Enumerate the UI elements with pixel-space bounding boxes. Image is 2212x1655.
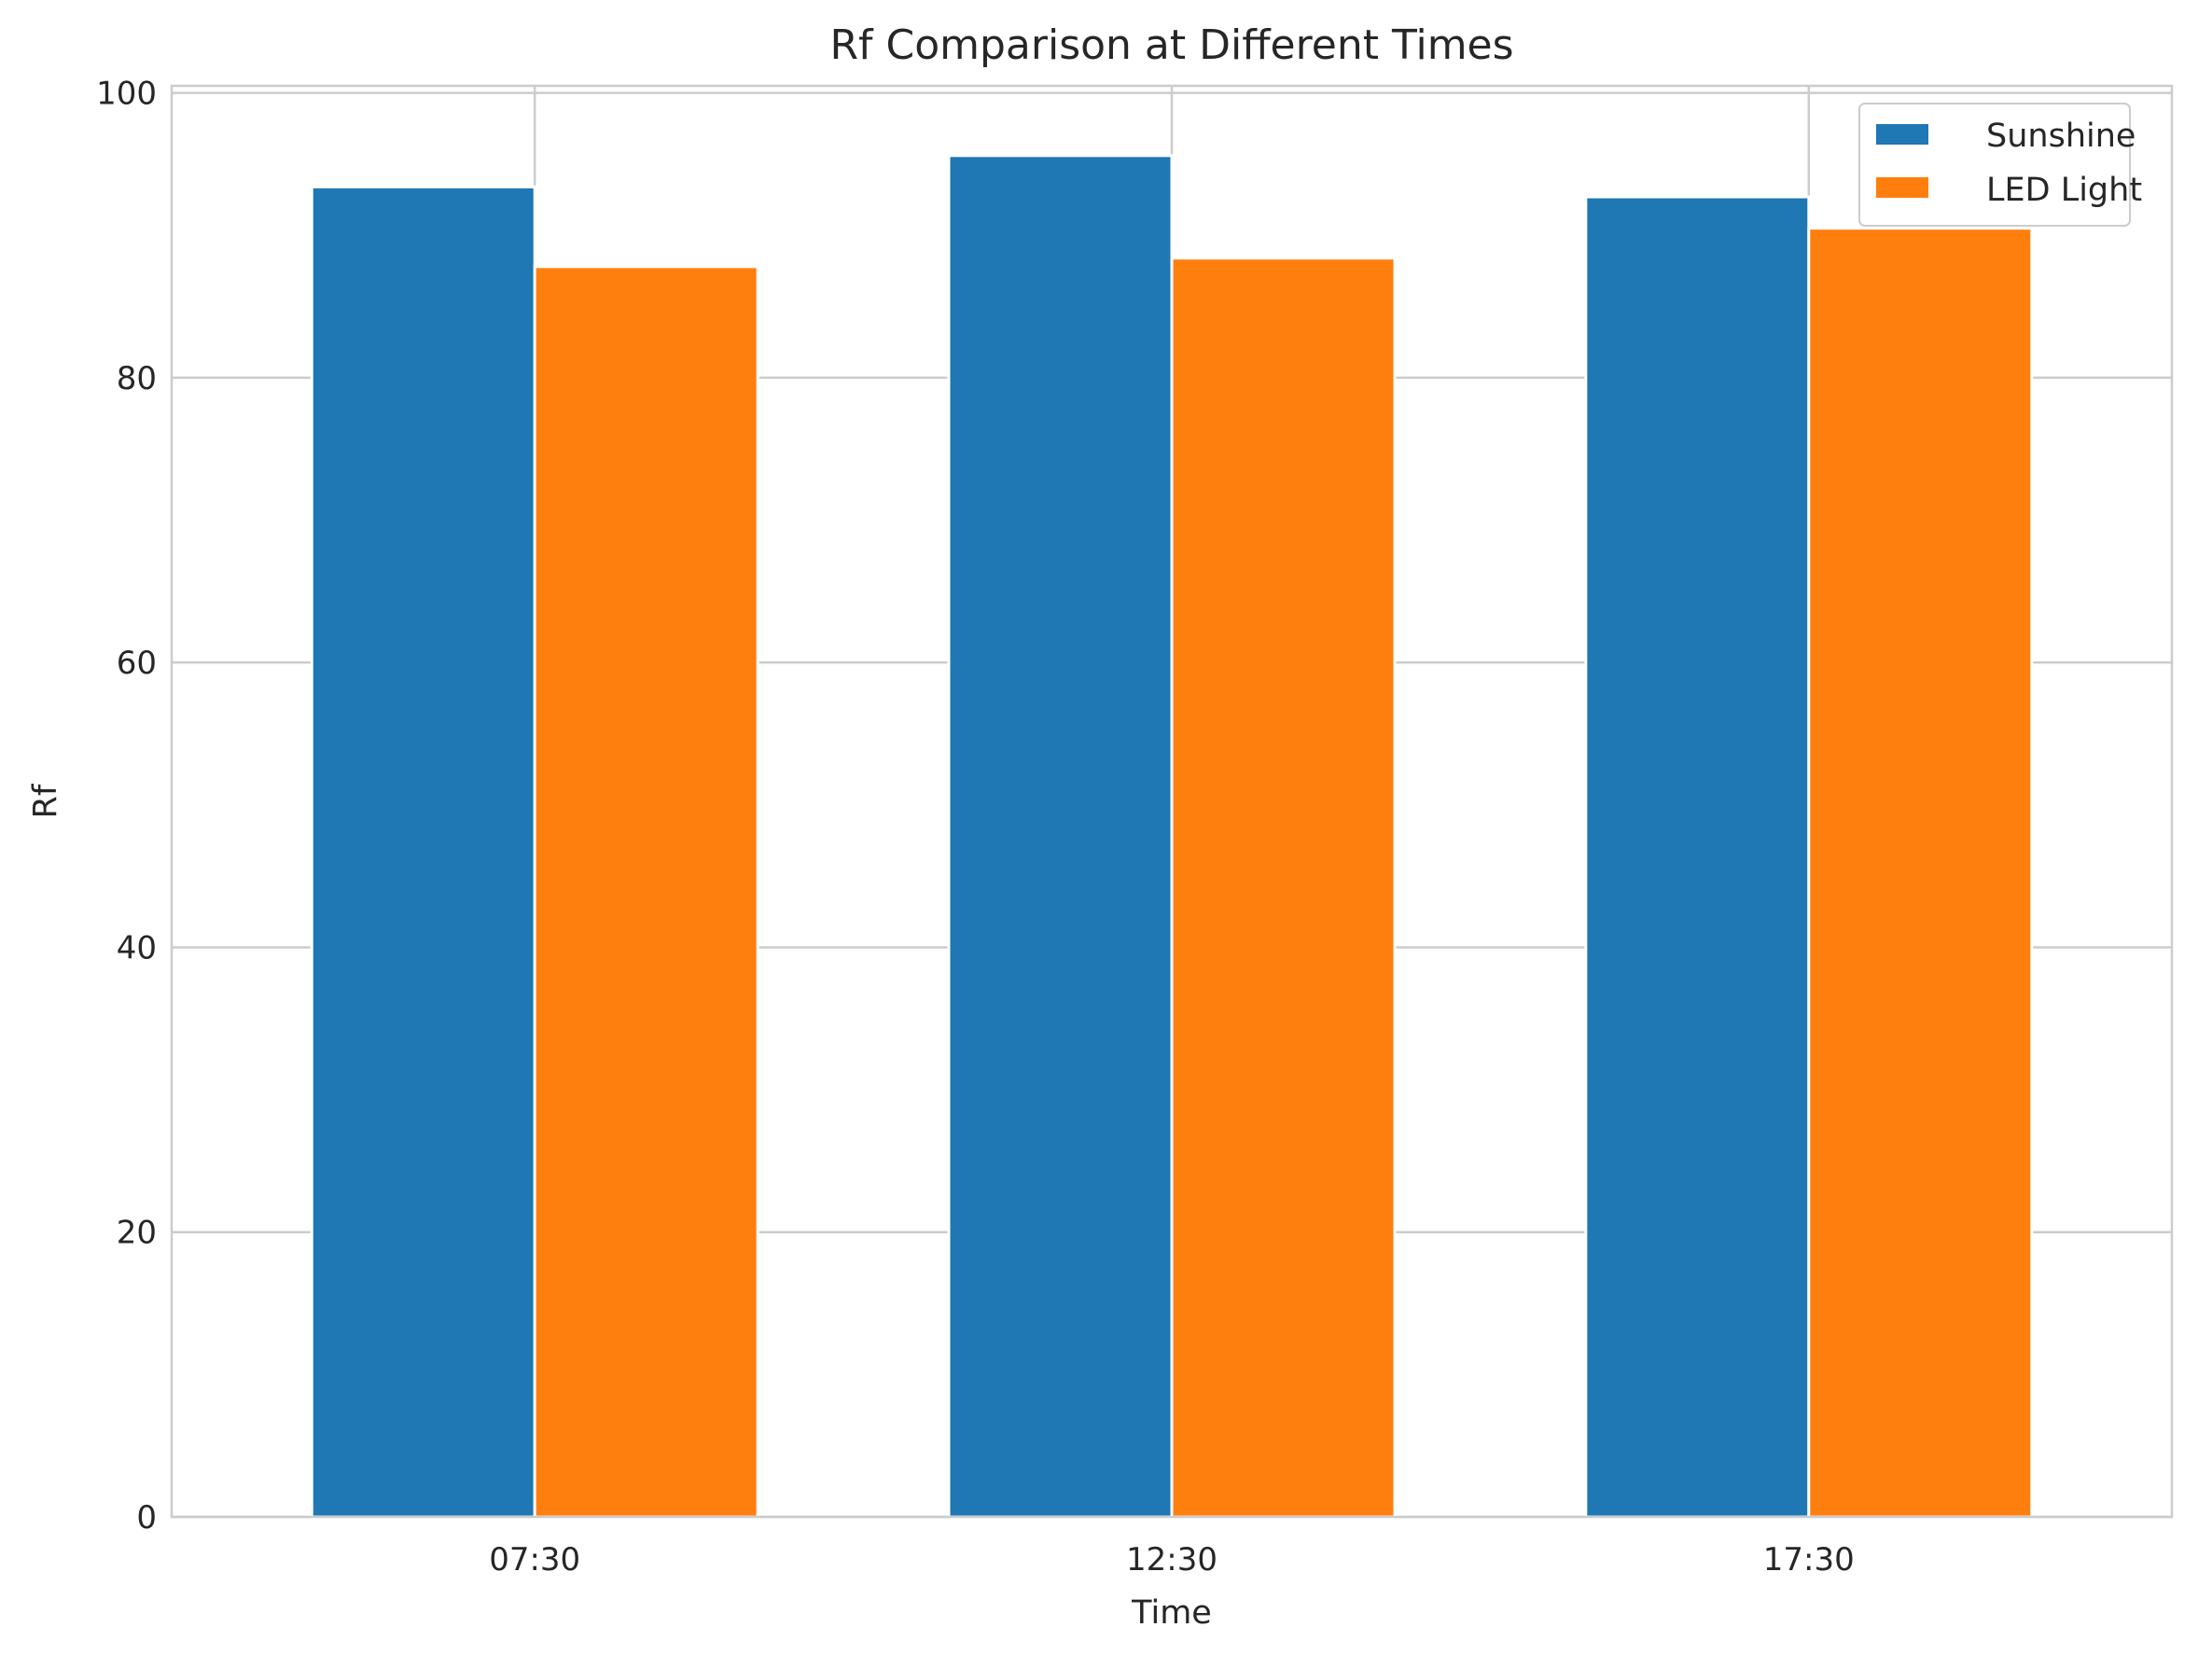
bars [310,154,2034,1519]
legend-swatch-sunshine [1876,124,1928,145]
y-tick-label: 20 [117,1215,157,1252]
x-axis-ticks: 07:30 12:30 17:30 [489,1541,1855,1579]
x-tick-label: 17:30 [1763,1541,1855,1579]
legend-label-led-light: LED Light [1986,172,2142,209]
bar-led-light-1730 [1807,227,2034,1519]
x-tick-label: 07:30 [489,1541,580,1579]
y-tick-label: 0 [136,1499,157,1537]
legend: Sunshine LED Light [1858,103,2142,227]
x-axis-label: Time [1131,1594,1212,1632]
bar-sunshine-1230 [947,154,1174,1519]
legend-swatch-led-light [1876,177,1928,198]
y-axis-label: Rf [27,784,64,818]
y-tick-label: 60 [117,645,157,682]
plot-frame [170,84,2174,1519]
y-tick-label: 80 [117,360,157,397]
legend-label-sunshine: Sunshine [1986,118,2135,155]
chart-title: Rf Comparison at Different Times [829,21,1513,69]
y-axis-ticks: 0 20 40 60 80 100 [96,76,157,1537]
x-tick-label: 12:30 [1126,1541,1217,1579]
bar-sunshine-0730 [310,185,536,1519]
y-tick-label: 100 [96,76,157,113]
bar-led-light-1230 [1170,257,1397,1519]
bar-sunshine-1730 [1584,195,1811,1519]
bar-led-light-0730 [533,265,759,1519]
y-tick-label: 40 [117,929,157,967]
